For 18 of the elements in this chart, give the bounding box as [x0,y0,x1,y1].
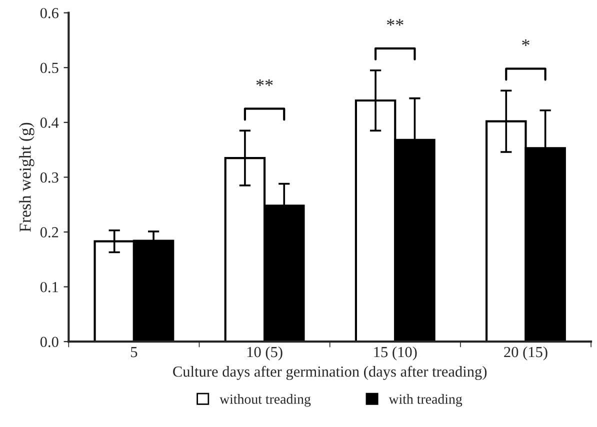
y-tick-label: 0.4 [40,118,59,128]
x-axis-title: Culture days after germination (days after treading) [173,366,487,380]
y-tick-label: 0.3 [40,172,58,183]
y-tick-label: 0.2 [40,227,58,238]
x-tick-label: 20 (15) [504,346,548,360]
y-tick-label: 0.0 [40,336,58,348]
y-tick-label: 0.1 [40,282,58,292]
x-tick-label: 5 [131,347,138,358]
y-tick-label: 0.6 [40,8,58,18]
x-tick-label: 15 (10) [374,346,417,360]
legend-label: without treading [220,394,311,407]
annotation: * [522,39,530,46]
annotation: ** [256,79,273,86]
x-tick-label: 10 (5) [247,346,282,360]
y-axis-title: Fresh weight (g) [19,122,34,232]
annotation: ** [386,19,404,26]
y-tick-label: 0.5 [40,62,58,74]
legend-label: with treading [388,394,462,407]
